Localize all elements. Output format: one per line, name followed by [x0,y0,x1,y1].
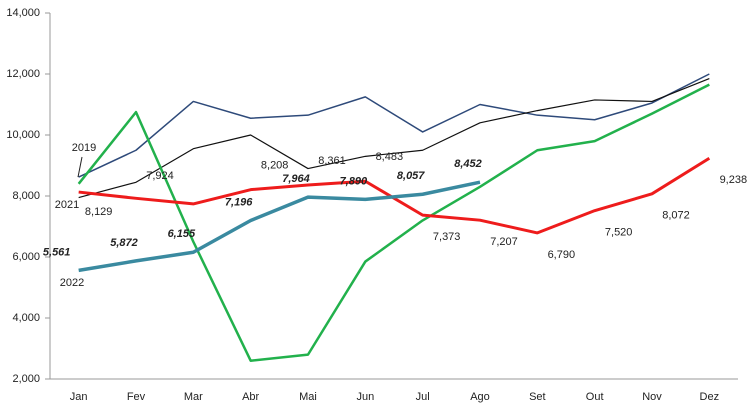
data-label: 9,238 [720,174,748,186]
x-tick-label: Out [586,391,604,403]
x-tick-label: Fev [127,391,146,403]
x-tick-label: Mai [299,391,317,403]
data-label: 8,057 [397,170,425,182]
x-tick-label: Dez [700,391,720,403]
data-label: 7,196 [225,196,253,208]
y-tick-label: 6,000 [12,251,40,263]
y-tick-label: 2,000 [12,373,40,385]
y-tick-label: 10,000 [6,129,40,141]
x-tick-label: Jul [416,391,430,403]
data-label: 8,361 [318,155,346,167]
data-label: 7,924 [146,170,174,182]
data-label: 7,890 [340,175,368,187]
data-label: 8,452 [454,158,482,170]
series-line [77,83,710,362]
data-label: 5,872 [110,237,138,249]
data-label: 8,483 [376,151,404,163]
y-tick-label: 12,000 [6,68,40,80]
series-line [78,180,481,273]
data-label: 6,790 [548,249,576,261]
x-tick-label: Set [529,391,546,403]
y-tick-label: 4,000 [12,312,40,324]
series-label: 2022 [60,277,84,289]
data-label: 7,964 [282,173,310,185]
x-tick-label: Abr [242,391,259,403]
y-tick-label: 8,000 [12,190,40,202]
x-tick-label: Jan [70,391,88,403]
data-label: 7,520 [605,227,633,239]
data-label: 6,155 [168,228,196,240]
y-tick-label: 14,000 [6,7,40,19]
x-tick-label: Ago [470,391,490,403]
data-label: 8,072 [662,210,690,222]
x-tick-label: Nov [642,391,662,403]
x-tick-label: Mar [184,391,203,403]
series-label: 2021 [55,199,79,211]
data-label: 8,208 [261,160,289,172]
data-label: 7,373 [433,231,461,243]
label-pointer [77,156,83,178]
data-label: 5,561 [43,246,71,258]
x-tick-label: Jun [356,391,374,403]
data-label: 8,129 [85,206,113,218]
series-label: 2019 [72,142,96,154]
series-line [78,78,710,199]
data-label: 7,207 [490,236,518,248]
series-line [78,73,710,178]
